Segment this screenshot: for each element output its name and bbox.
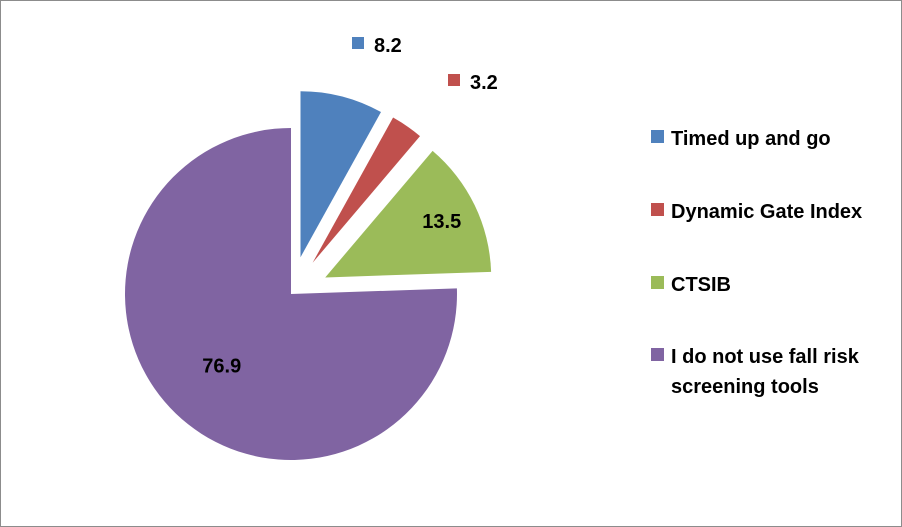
slice-no-screening-tools: [124, 128, 457, 460]
data-label: 8.2: [374, 35, 402, 57]
legend-swatch: [651, 276, 664, 289]
data-label: 3.2: [470, 72, 498, 94]
legend-swatch: [651, 203, 664, 216]
data-label: 76.9: [202, 356, 241, 378]
slice-dynamic-gate-index: [312, 117, 421, 263]
legend-item-ctsib: CTSIB: [651, 270, 886, 300]
data-label-key: [352, 37, 364, 49]
legend-label: CTSIB: [671, 274, 731, 296]
legend-item-no-screening-tools: I do not use fall risk screening tools: [651, 342, 886, 402]
legend-label: Dynamic Gate Index: [671, 201, 863, 223]
legend-label: I do not use fall risk screening tools: [671, 346, 859, 398]
legend-swatch: [651, 130, 664, 143]
data-label: 13.5: [422, 211, 461, 233]
legend-swatch: [651, 348, 664, 361]
legend-label: Timed up and go: [671, 128, 831, 150]
legend-item-dynamic-gate-index: Dynamic Gate Index: [651, 197, 886, 227]
slice-timed-up-and-go: [300, 91, 381, 258]
data-label-key: [448, 74, 460, 86]
slice-ctsib: [325, 150, 492, 278]
legend-item-timed-up-and-go: Timed up and go: [651, 124, 886, 154]
